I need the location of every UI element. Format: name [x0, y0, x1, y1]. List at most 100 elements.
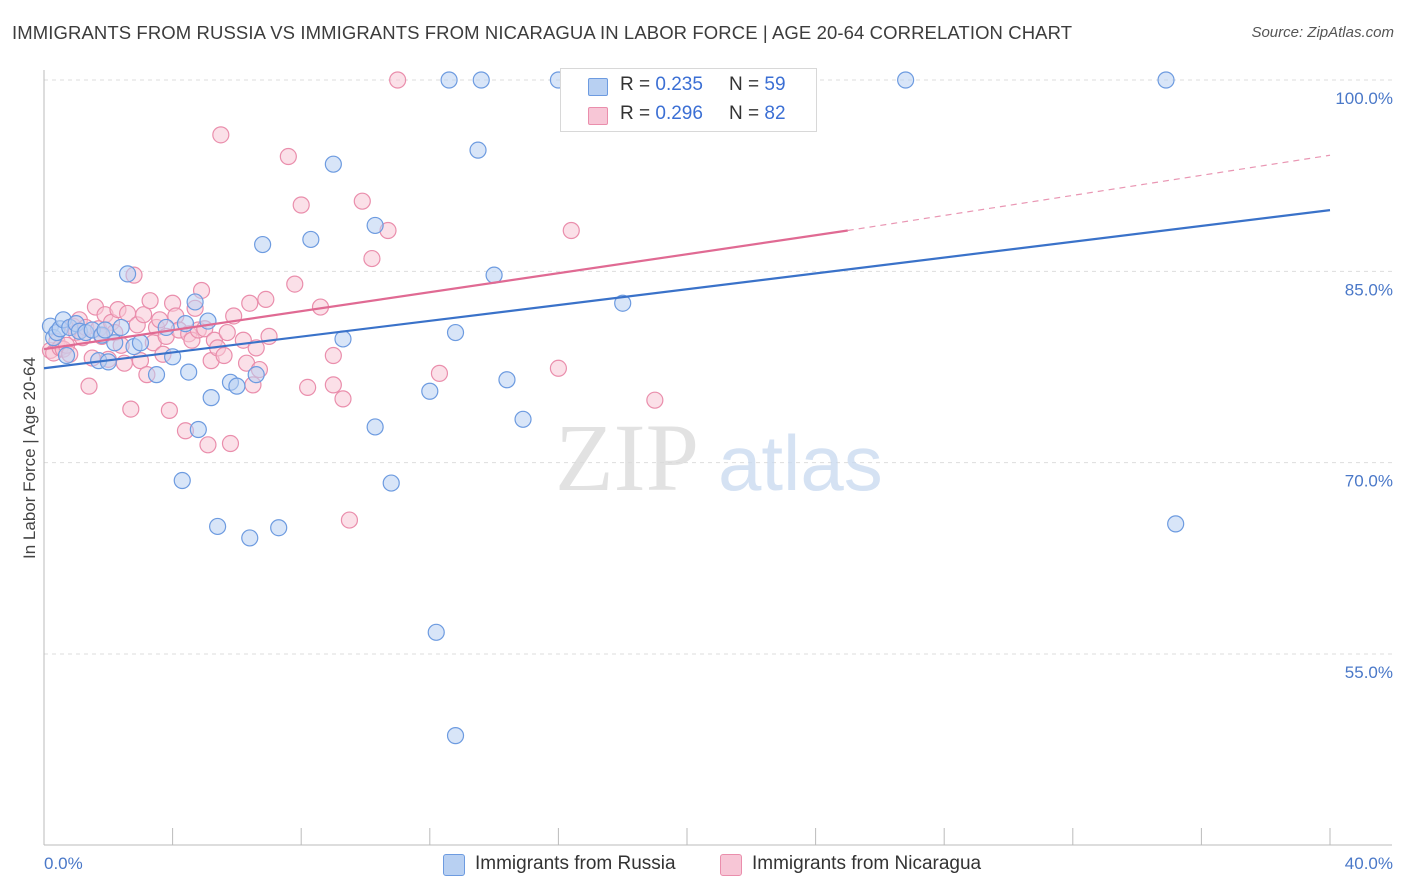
nicaragua-r-value: 0.296 [655, 103, 703, 124]
russia-point [334, 330, 352, 348]
russia-point [57, 346, 76, 365]
nicaragua-point [299, 378, 317, 397]
russia-legend-swatch [443, 854, 465, 876]
nicaragua-point [562, 221, 580, 240]
russia-point [173, 471, 191, 490]
r-label: R = [620, 103, 651, 124]
nicaragua-point [221, 434, 240, 453]
nicaragua-point [549, 359, 568, 377]
russia-point [131, 334, 150, 352]
nicaragua-point [646, 391, 664, 409]
russia-point [446, 323, 465, 342]
watermark-atlas: atlas [718, 419, 883, 507]
russia-point [209, 517, 227, 536]
nicaragua-point [430, 364, 449, 382]
nicaragua-point [215, 346, 233, 365]
stats-row-russia: R = 0.235 N = 59 [561, 71, 816, 101]
nicaragua-point [135, 306, 153, 324]
y-tick-labels: 100.0% 85.0% 70.0% 55.0% [1335, 89, 1393, 682]
russia-point [180, 363, 198, 381]
russia-point [157, 318, 175, 337]
nicaragua-point [363, 249, 381, 268]
russia-point [112, 318, 130, 337]
russia-point [270, 519, 288, 537]
y-tick-label: 70.0% [1345, 472, 1393, 491]
russia-point [485, 266, 503, 284]
russia-point [302, 230, 320, 249]
source-credit: Source: ZipAtlas.com [1251, 24, 1394, 41]
russia-point [897, 71, 915, 89]
russia-trend-line [43, 209, 1331, 370]
russia-point [514, 410, 532, 428]
russia-point [469, 141, 487, 159]
russia-point [324, 155, 342, 173]
russia-point [1167, 515, 1185, 533]
y-tick-label: 55.0% [1345, 663, 1393, 682]
nicaragua-point [218, 323, 236, 342]
x-tick-labels: 0.0% 40.0% [44, 854, 1393, 873]
nicaragua-point [160, 401, 178, 419]
nicaragua-point [212, 126, 230, 144]
russia-point [202, 389, 220, 407]
n-label: N = [729, 103, 760, 124]
nicaragua-n-value: 82 [764, 103, 786, 124]
russia-point [614, 294, 632, 312]
nicaragua-point [241, 294, 259, 312]
nicaragua-point [122, 400, 140, 418]
y-tick-label: 85.0% [1345, 280, 1393, 299]
russia-point [147, 366, 166, 384]
russia-point [382, 474, 400, 492]
nicaragua-point [247, 339, 265, 357]
russia-swatch [588, 78, 608, 96]
nicaragua-point [324, 346, 342, 365]
russia-legend-label: Immigrants from Russia [475, 853, 676, 874]
nicaragua-point [324, 376, 342, 394]
russia-point [472, 71, 490, 89]
nicaragua-point [292, 196, 310, 214]
y-tick-label: 100.0% [1335, 89, 1393, 108]
russia-r-value: 0.235 [655, 74, 703, 95]
trend-lines [43, 154, 1331, 370]
nicaragua-point [279, 147, 297, 166]
russia-n-value: 59 [764, 74, 786, 95]
russia-point [421, 382, 439, 400]
russia-point [228, 377, 246, 395]
nicaragua-point [334, 390, 352, 408]
r-label: R = [620, 74, 651, 95]
nicaragua-point [80, 377, 98, 395]
chart-title: IMMIGRANTS FROM RUSSIA VS IMMIGRANTS FRO… [12, 22, 1073, 43]
russia-points [41, 71, 1185, 745]
x-tick-label: 0.0% [44, 854, 83, 873]
russia-point [498, 371, 516, 389]
nicaragua-legend-label: Immigrants from Nicaragua [752, 853, 982, 874]
russia-point [189, 420, 207, 439]
russia-point [118, 265, 137, 283]
russia-point [427, 623, 445, 641]
axes [43, 70, 1392, 846]
nicaragua-point [389, 71, 407, 89]
nicaragua-trend-extension [847, 154, 1331, 232]
nicaragua-point [286, 275, 304, 293]
russia-point [446, 727, 465, 745]
russia-point [241, 529, 259, 547]
russia-point [366, 418, 384, 436]
watermark-zip: ZIP [555, 404, 699, 511]
x-tick-label: 40.0% [1345, 854, 1393, 873]
nicaragua-point [353, 192, 371, 210]
nicaragua-point [199, 436, 217, 454]
russia-point [247, 366, 265, 384]
nicaragua-point [257, 290, 275, 308]
nicaragua-legend-swatch [720, 854, 742, 876]
russia-point [254, 235, 272, 254]
nicaragua-trend-line [43, 229, 848, 351]
russia-point [1157, 71, 1175, 89]
nicaragua-swatch [588, 107, 608, 125]
nicaragua-point [141, 292, 159, 310]
russia-point [440, 71, 458, 89]
nicaragua-point [340, 511, 359, 529]
russia-point [366, 216, 384, 235]
stats-row-nicaragua: R = 0.296 N = 82 [561, 100, 816, 130]
stats-legend: R = 0.235 N = 59 R = 0.296 N = 82 [560, 68, 817, 132]
series-legend: Immigrants from Russia Immigrants from N… [0, 850, 1406, 880]
